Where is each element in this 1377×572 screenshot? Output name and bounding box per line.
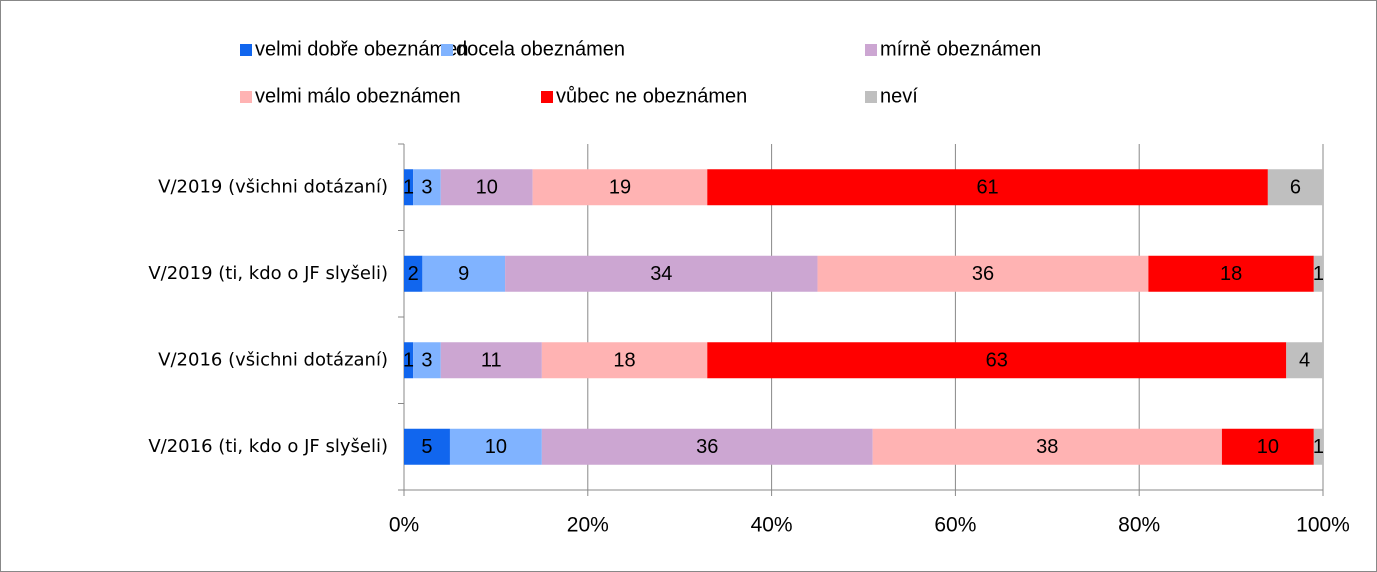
data-label: 18 — [1220, 263, 1242, 285]
legend-label: velmi málo obeznámen — [255, 85, 461, 107]
legend-label: velmi dobře obeznámen — [255, 38, 468, 60]
legend-swatch — [541, 91, 553, 103]
bar-segment — [413, 169, 441, 206]
data-label: 10 — [1257, 436, 1279, 458]
bar-segment — [541, 428, 873, 465]
x-tick-label: 60% — [934, 514, 976, 537]
bar-segment — [707, 169, 1268, 206]
data-label: 61 — [976, 177, 998, 199]
data-label: 19 — [609, 177, 631, 199]
category-label: V/2016 (ti, kdo o JF slyšeli) — [148, 436, 388, 457]
x-tick-label: 40% — [751, 514, 793, 537]
bar-segment — [707, 342, 1287, 379]
data-label: 36 — [972, 263, 994, 285]
legend-swatch — [240, 44, 252, 56]
legend-label: vůbec ne obeznámen — [556, 85, 747, 107]
data-label: 1 — [403, 177, 414, 199]
legend-swatch — [865, 44, 877, 56]
data-label: 3 — [421, 177, 432, 199]
legend-swatch — [865, 91, 877, 103]
data-label: 10 — [476, 177, 498, 199]
data-label: 18 — [613, 350, 635, 372]
data-label: 9 — [458, 263, 469, 285]
data-label: 2 — [408, 263, 419, 285]
bar-segment — [404, 169, 414, 206]
data-label: 1 — [1313, 263, 1324, 285]
data-label: 10 — [485, 436, 507, 458]
legend-label: neví — [880, 85, 918, 107]
legend-label: docela obeznámen — [456, 38, 625, 60]
bar-segment — [404, 342, 414, 379]
data-label: 11 — [481, 350, 502, 372]
bar-segment — [440, 342, 542, 379]
legend-swatch — [240, 91, 252, 103]
bar-segment — [505, 255, 818, 292]
data-label: 4 — [1299, 350, 1310, 372]
bar-segment — [532, 169, 708, 206]
bar-segment — [422, 255, 506, 292]
x-tick-label: 20% — [567, 514, 609, 537]
category-label: V/2016 (všichni dotázaní) — [158, 349, 388, 370]
data-label: 1 — [403, 350, 414, 372]
data-label: 34 — [650, 263, 672, 285]
bar-segment — [541, 342, 708, 379]
bar-segment — [1286, 342, 1323, 379]
bar-segment — [1148, 255, 1314, 292]
x-tick-label: 0% — [389, 514, 419, 537]
data-label: 36 — [696, 436, 718, 458]
data-label: 3 — [421, 350, 432, 372]
bar-segment — [413, 342, 441, 379]
bar-segment — [1221, 428, 1314, 465]
category-label: V/2019 (všichni dotázaní) — [158, 176, 388, 197]
bar-segment — [440, 169, 533, 206]
x-tick-label: 100% — [1296, 514, 1350, 537]
data-label: 1 — [1313, 436, 1324, 458]
legend-swatch — [441, 44, 453, 56]
bar-segment — [404, 255, 423, 292]
data-label: 5 — [421, 436, 432, 458]
data-label: 38 — [1036, 436, 1058, 458]
bar-segment — [1267, 169, 1323, 206]
bar-segment — [404, 428, 450, 465]
bar-segment — [449, 428, 542, 465]
x-tick-label: 80% — [1118, 514, 1160, 537]
legend-label: mírně obeznámen — [880, 38, 1041, 60]
data-label: 6 — [1290, 177, 1301, 199]
bar-segment — [1313, 255, 1323, 292]
bar-segment — [1313, 428, 1323, 465]
category-label: V/2019 (ti, kdo o JF slyšeli) — [148, 263, 388, 284]
data-label: 63 — [986, 350, 1008, 372]
bar-segment — [872, 428, 1222, 465]
bar-segment — [817, 255, 1149, 292]
